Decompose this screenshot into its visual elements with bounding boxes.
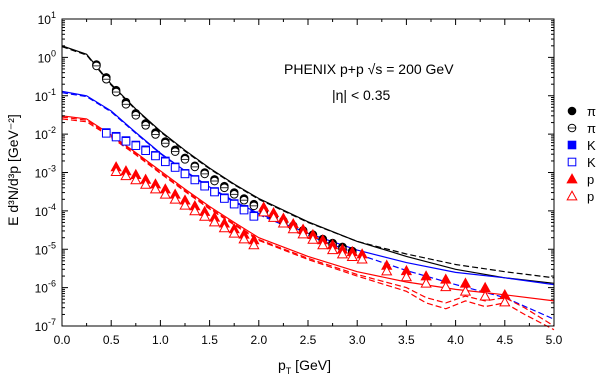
y-axis: 10-7 10-6 10-5 10-4 10-3 10-2 10-1 100 101 bbox=[35, 10, 554, 334]
data-point bbox=[208, 216, 221, 227]
data-point bbox=[479, 290, 491, 301]
data-point bbox=[336, 248, 349, 259]
data-point bbox=[238, 233, 250, 244]
data-point bbox=[139, 178, 152, 189]
x-tick-label: 0.0 bbox=[54, 333, 71, 347]
data-point bbox=[189, 205, 201, 216]
data-point bbox=[101, 129, 111, 138]
curves-layer bbox=[61, 45, 555, 331]
data-point bbox=[499, 296, 511, 307]
data-point bbox=[199, 210, 211, 221]
data-point bbox=[161, 157, 170, 167]
data-point bbox=[151, 151, 160, 161]
data-point bbox=[277, 217, 290, 228]
data-point bbox=[267, 211, 280, 222]
data-point bbox=[239, 205, 249, 215]
data-point bbox=[297, 228, 309, 239]
y-tick-label: 10-4 bbox=[35, 202, 56, 219]
data-point bbox=[287, 223, 299, 234]
data-point bbox=[249, 212, 259, 221]
data-point bbox=[111, 132, 121, 142]
annotation-title: PHENIX p+p √s = 200 GeV bbox=[284, 61, 454, 77]
data-point bbox=[210, 187, 219, 197]
data-point bbox=[121, 137, 131, 146]
data-point bbox=[218, 222, 231, 233]
data-point bbox=[356, 253, 368, 264]
model-curve bbox=[61, 90, 555, 286]
data-point bbox=[307, 233, 319, 244]
y-tick-label: 10-7 bbox=[35, 317, 56, 334]
legend-label: p bbox=[587, 189, 594, 204]
data-point bbox=[159, 188, 171, 199]
data-point bbox=[200, 181, 209, 191]
x-tick-label: 5.0 bbox=[546, 333, 563, 347]
y-tick-label: 100 bbox=[38, 48, 56, 65]
y-tick-label: 10-5 bbox=[35, 240, 56, 257]
y-tick-label: 10-6 bbox=[35, 279, 56, 296]
model-curve bbox=[61, 45, 555, 284]
x-tick-label: 3.0 bbox=[349, 333, 366, 347]
data-point bbox=[141, 146, 150, 155]
y-tick-label: 10-2 bbox=[35, 125, 56, 142]
data-point bbox=[248, 239, 260, 250]
data-point bbox=[170, 163, 180, 172]
data-point bbox=[459, 285, 472, 296]
legend-marker bbox=[566, 173, 578, 184]
legend-label: K bbox=[587, 155, 596, 170]
x-tick-label: 2.5 bbox=[300, 333, 317, 347]
data-point bbox=[228, 227, 240, 238]
data-point bbox=[258, 206, 270, 217]
data-point bbox=[317, 239, 329, 250]
legend-label: π bbox=[587, 104, 596, 119]
data-point bbox=[220, 194, 229, 203]
model-curve bbox=[61, 118, 555, 331]
legend-marker bbox=[567, 106, 577, 116]
model-curve bbox=[61, 92, 555, 320]
data-point bbox=[420, 277, 432, 288]
data-point bbox=[229, 199, 239, 209]
x-tick-label: 1.0 bbox=[152, 333, 169, 347]
y-tick-label: 10-1 bbox=[35, 87, 56, 104]
y-tick-label: 10-3 bbox=[35, 164, 56, 181]
model-curve bbox=[61, 116, 555, 327]
x-axis: 0.0 0.5 1.0 1.5 2.0 2.5 3.0 3.5 4.0 4.5 5.0 bbox=[54, 19, 563, 347]
data-point bbox=[400, 271, 413, 282]
legend-marker bbox=[567, 140, 577, 150]
data-point bbox=[381, 265, 393, 276]
x-tick-label: 3.5 bbox=[398, 333, 415, 347]
x-tick-label: 4.0 bbox=[447, 333, 464, 347]
data-point bbox=[131, 141, 141, 150]
data-point bbox=[110, 165, 122, 177]
x-tick-label: 2.0 bbox=[250, 333, 267, 347]
x-tick-label: 1.5 bbox=[201, 333, 218, 347]
y-axis-title: E d³N/d³p [GeV⁻²] bbox=[5, 114, 21, 226]
legend-label: π bbox=[587, 121, 596, 136]
data-point bbox=[440, 280, 452, 292]
y-tick-label: 101 bbox=[38, 10, 56, 27]
x-tick-label: 0.5 bbox=[103, 333, 120, 347]
legend-label: p bbox=[587, 172, 594, 187]
x-tick-label: 4.5 bbox=[496, 333, 513, 347]
legend-marker bbox=[567, 157, 577, 167]
data-point bbox=[479, 281, 491, 292]
legend-label: K bbox=[587, 138, 596, 153]
data-point bbox=[179, 199, 191, 210]
data-point bbox=[130, 174, 142, 185]
markers-layer bbox=[92, 60, 511, 307]
data-point bbox=[326, 243, 339, 255]
data-point bbox=[169, 193, 181, 204]
data-point bbox=[120, 169, 132, 181]
data-point bbox=[149, 183, 162, 194]
data-point bbox=[346, 250, 358, 262]
data-point bbox=[190, 175, 200, 185]
annotation-eta: |η| < 0.35 bbox=[332, 87, 390, 103]
legend-marker bbox=[566, 190, 578, 201]
data-point bbox=[180, 169, 190, 179]
x-axis-title: pT [GeV] bbox=[278, 357, 331, 376]
